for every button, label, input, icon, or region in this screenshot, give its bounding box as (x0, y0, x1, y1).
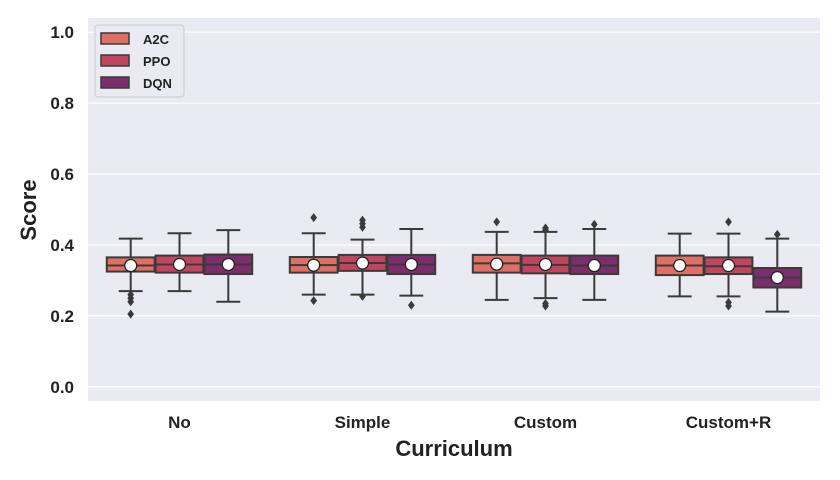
legend-label: PPO (143, 54, 170, 69)
box-ppo-custom-r (703, 217, 754, 311)
box-dqn-no (203, 229, 254, 303)
box-a2c-simple (288, 213, 339, 306)
outlier-point (127, 309, 135, 319)
y-axis-ticks: 0.0 0.2 0.4 0.6 0.8 1.0 (50, 23, 74, 397)
box-series (105, 213, 803, 319)
mean-marker (404, 257, 418, 272)
outlier-point (359, 222, 366, 232)
mean-marker (221, 257, 235, 272)
box-ppo-no (154, 232, 205, 293)
legend-item-a2c: A2C (100, 32, 170, 47)
box-ppo-simple (337, 215, 388, 301)
outlier-point (127, 297, 135, 307)
grid-lines (88, 31, 820, 388)
box-ppo-custom (520, 223, 571, 311)
mean-marker (538, 257, 553, 272)
outlier-point (542, 225, 549, 235)
legend-swatch (100, 32, 130, 45)
plot-area (88, 18, 820, 401)
outlier-point (542, 301, 549, 311)
x-tick-label: Simple (335, 413, 391, 432)
mean-marker (721, 258, 736, 273)
legend-label: DQN (143, 76, 172, 91)
x-tick-label: Custom+R (686, 413, 771, 432)
mean-marker (124, 258, 138, 273)
box-dqn-custom (569, 219, 620, 301)
mean-marker (587, 258, 601, 273)
legend-swatch (100, 76, 130, 89)
outlier-point (310, 213, 318, 223)
box-dqn-custom-r (752, 229, 803, 313)
x-tick-label: Custom (514, 413, 577, 432)
mean-marker (172, 257, 187, 272)
box-a2c-custom (471, 217, 522, 301)
mean-marker (673, 258, 687, 273)
y-axis-title: Score (16, 179, 41, 240)
box-a2c-no (105, 237, 156, 319)
mean-marker (770, 270, 784, 285)
box-a2c-custom-r (654, 232, 705, 298)
y-tick-label: 0.6 (50, 165, 74, 184)
y-tick-label: 0.2 (50, 307, 74, 326)
x-axis-ticks: No Simple Custom Custom+R (168, 413, 771, 432)
outlier-point (493, 217, 501, 227)
outlier-point (590, 219, 598, 229)
outlier-point (725, 217, 732, 227)
mean-marker (355, 256, 370, 270)
y-tick-label: 1.0 (50, 23, 74, 42)
legend-label: A2C (143, 32, 170, 47)
mean-marker (490, 257, 504, 271)
x-axis-title: Curriculum (395, 436, 512, 461)
legend-item-dqn: DQN (100, 76, 172, 91)
outlier-point (725, 301, 732, 311)
mean-marker (307, 258, 321, 272)
y-tick-label: 0.8 (50, 94, 74, 113)
y-tick-label: 0.4 (50, 236, 74, 255)
box-dqn-simple (386, 228, 437, 310)
legend: A2C PPO DQN (94, 24, 185, 98)
legend-item-ppo: PPO (100, 54, 170, 69)
outlier-point (359, 291, 366, 301)
outlier-point (407, 300, 415, 310)
outlier-point (773, 229, 781, 239)
legend-swatch (100, 54, 130, 67)
y-tick-label: 0.0 (50, 378, 74, 397)
x-tick-label: No (168, 413, 191, 432)
outlier-point (310, 296, 318, 306)
